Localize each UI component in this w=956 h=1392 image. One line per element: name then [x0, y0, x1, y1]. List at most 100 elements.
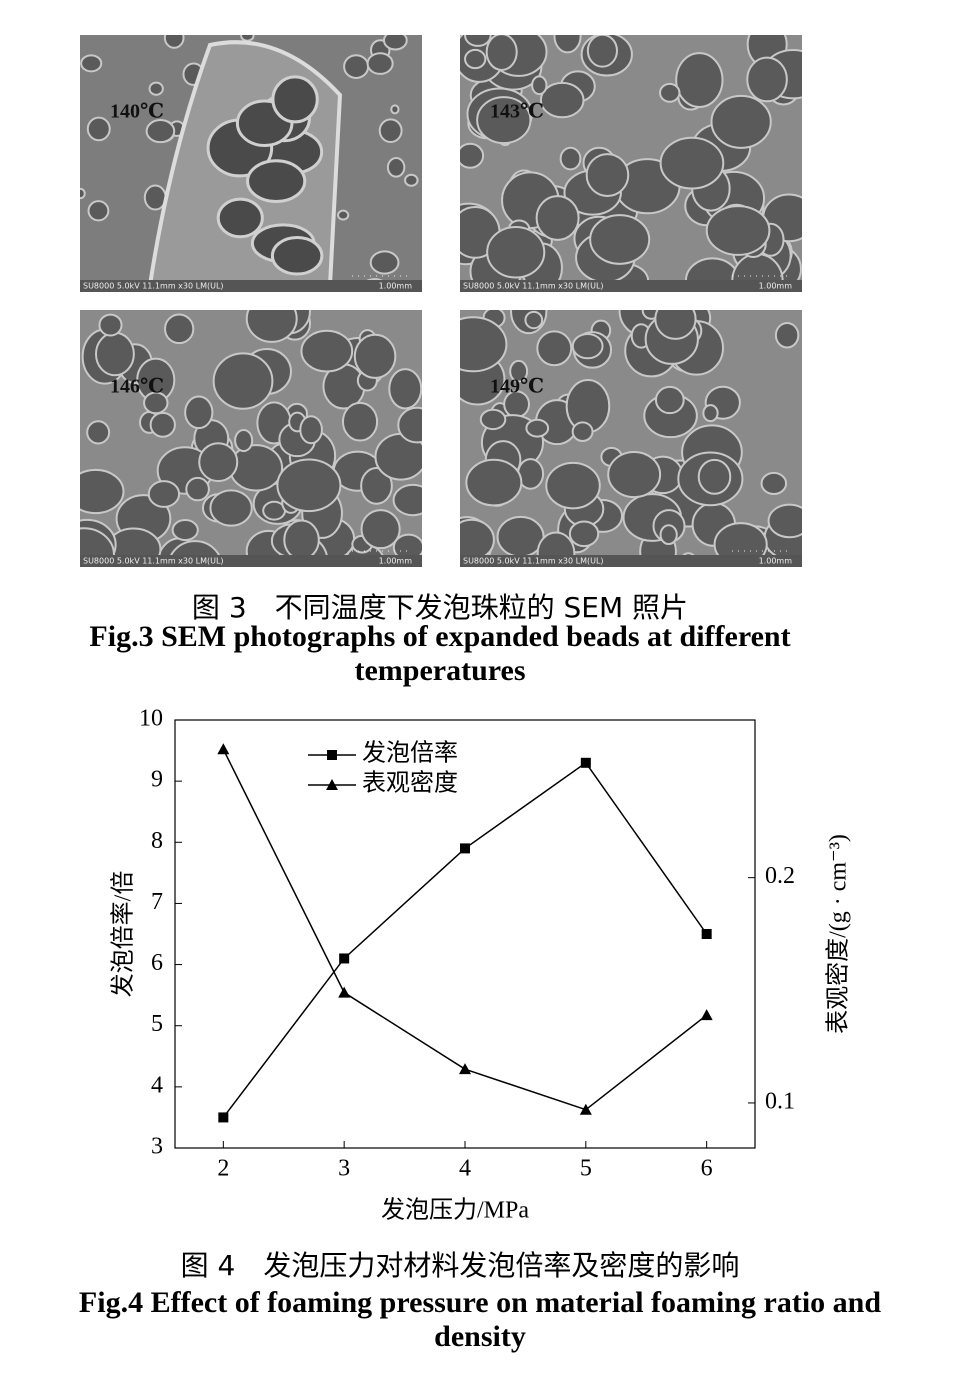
sem-cell: [531, 75, 548, 96]
figure-caption-en: Fig.3 SEM photographs of expanded beads …: [89, 620, 791, 687]
sem-cell: [87, 200, 110, 222]
sem-cell: [571, 421, 594, 443]
sem-cell: [659, 524, 678, 546]
sem-cell: [143, 391, 169, 415]
sem-cell: [767, 503, 802, 539]
sem-cell: [659, 82, 681, 103]
sem-info: SU8000 5.0kV 11.1mm x30 LM(UL): [463, 282, 604, 291]
sem-cell: [164, 313, 195, 345]
sem-cell: [240, 35, 255, 42]
sem-info-bar: [460, 555, 802, 567]
marker: [579, 1103, 592, 1115]
sem-label: 143℃: [490, 101, 544, 123]
sem-cell: [246, 159, 307, 203]
sem-info: SU8000 5.0kV 11.1mm x30 LM(UL): [83, 557, 224, 566]
sem-label: 140℃: [110, 101, 164, 123]
sem-cell: [80, 468, 125, 515]
y2-tick-label: 0.2: [765, 863, 795, 889]
sem-cell: [80, 54, 103, 73]
sem-cell: [271, 75, 319, 124]
sem-image: [460, 35, 802, 292]
sem-cell: [553, 35, 582, 54]
sem-cell: [460, 142, 485, 169]
sem-cell: [163, 35, 185, 49]
y-tick-label: 6: [151, 950, 163, 976]
y-tick-label: 10: [139, 706, 163, 732]
sem-cell: [276, 458, 342, 513]
sem-cell: [337, 209, 350, 221]
sem-image: [80, 35, 422, 292]
sem-cell: [464, 35, 492, 47]
sem-scale: 1.00mm: [759, 557, 793, 566]
sem-cell: [559, 146, 582, 171]
sem-cell: [589, 214, 651, 265]
sem-cell: [98, 313, 123, 337]
sem-cell: [697, 458, 732, 495]
y-tick-label: 7: [151, 889, 163, 915]
x-tick-label: 3: [338, 1156, 350, 1182]
sem-cell: [460, 316, 508, 373]
sem-cell: [369, 250, 400, 275]
figure-caption-cn: 图 4 发泡压力对材料发泡倍率及密度的影响: [180, 1249, 740, 1282]
x-tick-label: 5: [580, 1156, 592, 1182]
sem-cell: [476, 96, 532, 145]
sem-label: 146℃: [110, 376, 164, 398]
sem-info-bar: [460, 280, 802, 292]
sem-cell: [659, 136, 725, 190]
plot-frame: [174, 719, 756, 1149]
y2-tick-label: 0.1: [765, 1088, 795, 1114]
sem-cell: [536, 330, 573, 367]
sem-cell: [571, 333, 604, 360]
sem-cell: [539, 81, 585, 119]
marker: [218, 1112, 229, 1123]
sem-cell: [149, 411, 176, 438]
legend-label: 表观密度: [362, 770, 458, 797]
sem-cell: [147, 480, 181, 508]
sem-cell: [360, 467, 393, 505]
sem-info: SU8000 5.0kV 11.1mm x30 LM(UL): [83, 282, 224, 291]
sem-label: 149℃: [490, 376, 544, 398]
legend-label: 发泡倍率: [362, 740, 458, 767]
sem-cell: [300, 329, 354, 373]
sem-cell: [392, 483, 422, 517]
sem-cell: [545, 461, 601, 510]
sem-cell: [460, 518, 495, 561]
sem-cell: [746, 56, 788, 103]
sem-cell: [509, 359, 529, 383]
sem-cell: [185, 476, 210, 502]
sem-cell: [524, 310, 544, 330]
sem-cell: [212, 352, 274, 410]
sem-cell: [234, 428, 254, 453]
sem-cell: [404, 173, 419, 187]
sem-cell: [568, 520, 600, 548]
x-axis-label: 发泡压力/MPa: [381, 1197, 529, 1224]
sem-cell: [378, 118, 403, 143]
y-axis-label: 发泡倍率/倍: [110, 871, 137, 998]
sem-cell: [382, 35, 408, 51]
sem-cell: [535, 195, 580, 241]
sem-cell: [486, 225, 546, 279]
sem-cell: [245, 310, 298, 343]
sem-cell: [216, 197, 264, 239]
sem-info-bar: [80, 555, 422, 567]
sem-info-bar: [80, 280, 422, 292]
sem-cell: [360, 509, 401, 550]
sem-cell: [397, 406, 422, 444]
marker: [701, 929, 712, 939]
sem-cell: [388, 368, 422, 410]
y2-axis-label: 表观密度/(g · cm⁻³): [825, 834, 852, 1034]
x-tick-label: 4: [459, 1156, 471, 1182]
sem-cell: [283, 519, 320, 561]
sem-cell: [86, 420, 111, 445]
sem-cell: [171, 518, 199, 542]
marker: [339, 953, 350, 964]
marker: [459, 1063, 471, 1075]
sem-cell: [675, 52, 724, 108]
sem-cell: [341, 401, 379, 442]
sem-cell: [386, 157, 406, 178]
sem-cell: [270, 236, 324, 276]
sem-image: [80, 310, 422, 567]
sem-cell: [80, 527, 115, 567]
